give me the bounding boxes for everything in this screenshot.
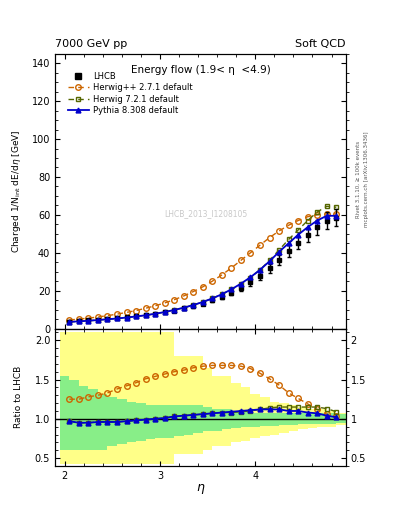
Text: 7000 GeV pp: 7000 GeV pp [55,38,127,49]
Legend: LHCB, Herwig++ 2.7.1 default, Herwig 7.2.1 default, Pythia 8.308 default: LHCB, Herwig++ 2.7.1 default, Herwig 7.2… [68,72,193,115]
X-axis label: $\eta$: $\eta$ [196,482,205,496]
Y-axis label: Charged 1/N$_{\rm int}$ dE/d$\eta$ [GeV]: Charged 1/N$_{\rm int}$ dE/d$\eta$ [GeV] [10,130,23,253]
Text: LHCB_2013_I1208105: LHCB_2013_I1208105 [165,208,248,218]
Text: Rivet 3.1.10, ≥ 100k events: Rivet 3.1.10, ≥ 100k events [356,141,361,218]
Text: mcplots.cern.ch [arXiv:1306.3436]: mcplots.cern.ch [arXiv:1306.3436] [364,132,369,227]
Y-axis label: Ratio to LHCB: Ratio to LHCB [14,366,23,429]
Text: Soft QCD: Soft QCD [296,38,346,49]
Text: Energy flow (1.9< η  <4.9): Energy flow (1.9< η <4.9) [130,65,270,75]
